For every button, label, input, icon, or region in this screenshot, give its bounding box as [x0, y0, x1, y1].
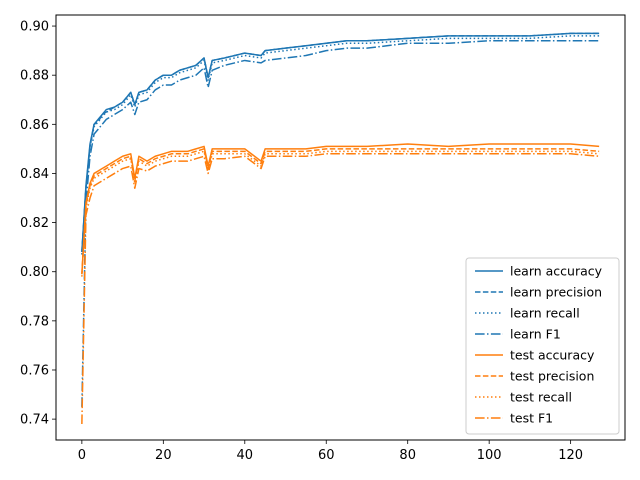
y-tick-label: 0.80 [20, 265, 49, 280]
y-tick-label: 0.88 [20, 69, 49, 84]
plot-frame [55, 14, 626, 441]
legend-label: learn recall [510, 306, 580, 321]
series-line-learn-f1 [81, 40, 600, 407]
series-line-learn-recall [81, 35, 600, 255]
x-tick-label: 0 [78, 448, 86, 463]
legend-box [465, 257, 620, 435]
legend: learn accuracy learn precision learn recal… [465, 257, 620, 435]
series-line-test-f1 [81, 153, 600, 425]
y-tick-label: 0.76 [20, 363, 49, 378]
x-tick-label: 60 [318, 448, 335, 463]
legend-label: test F1 [510, 411, 553, 426]
y-axis: 0.74 0.76 0.78 0.80 0.82 0.84 0.86 0.88 0.90 [20, 20, 56, 428]
series-line-learn-precision [81, 32, 600, 253]
y-tick-label: 0.84 [20, 167, 49, 182]
legend-label: learn accuracy [510, 264, 603, 279]
legend-label: test precision [510, 369, 594, 384]
series-layer [81, 32, 600, 425]
legend-label: learn precision [510, 285, 602, 300]
y-tick-label: 0.82 [20, 216, 49, 231]
x-tick-label: 100 [477, 448, 502, 463]
x-tick-label: 40 [237, 448, 254, 463]
y-tick-label: 0.74 [20, 413, 49, 428]
series-line-test-precision [81, 148, 600, 275]
x-tick-label: 80 [399, 448, 416, 463]
y-tick-label: 0.86 [20, 118, 49, 133]
y-tick-label: 0.78 [20, 314, 49, 329]
x-tick-label: 20 [155, 448, 172, 463]
legend-label: test accuracy [510, 348, 595, 363]
x-tick-label: 120 [558, 448, 583, 463]
legend-label: test recall [510, 390, 572, 405]
series-line-test-accuracy [81, 143, 600, 275]
x-axis: 0 20 40 60 80 100 120 [78, 440, 583, 463]
legend-label: learn F1 [510, 327, 561, 342]
y-tick-label: 0.90 [20, 20, 49, 35]
